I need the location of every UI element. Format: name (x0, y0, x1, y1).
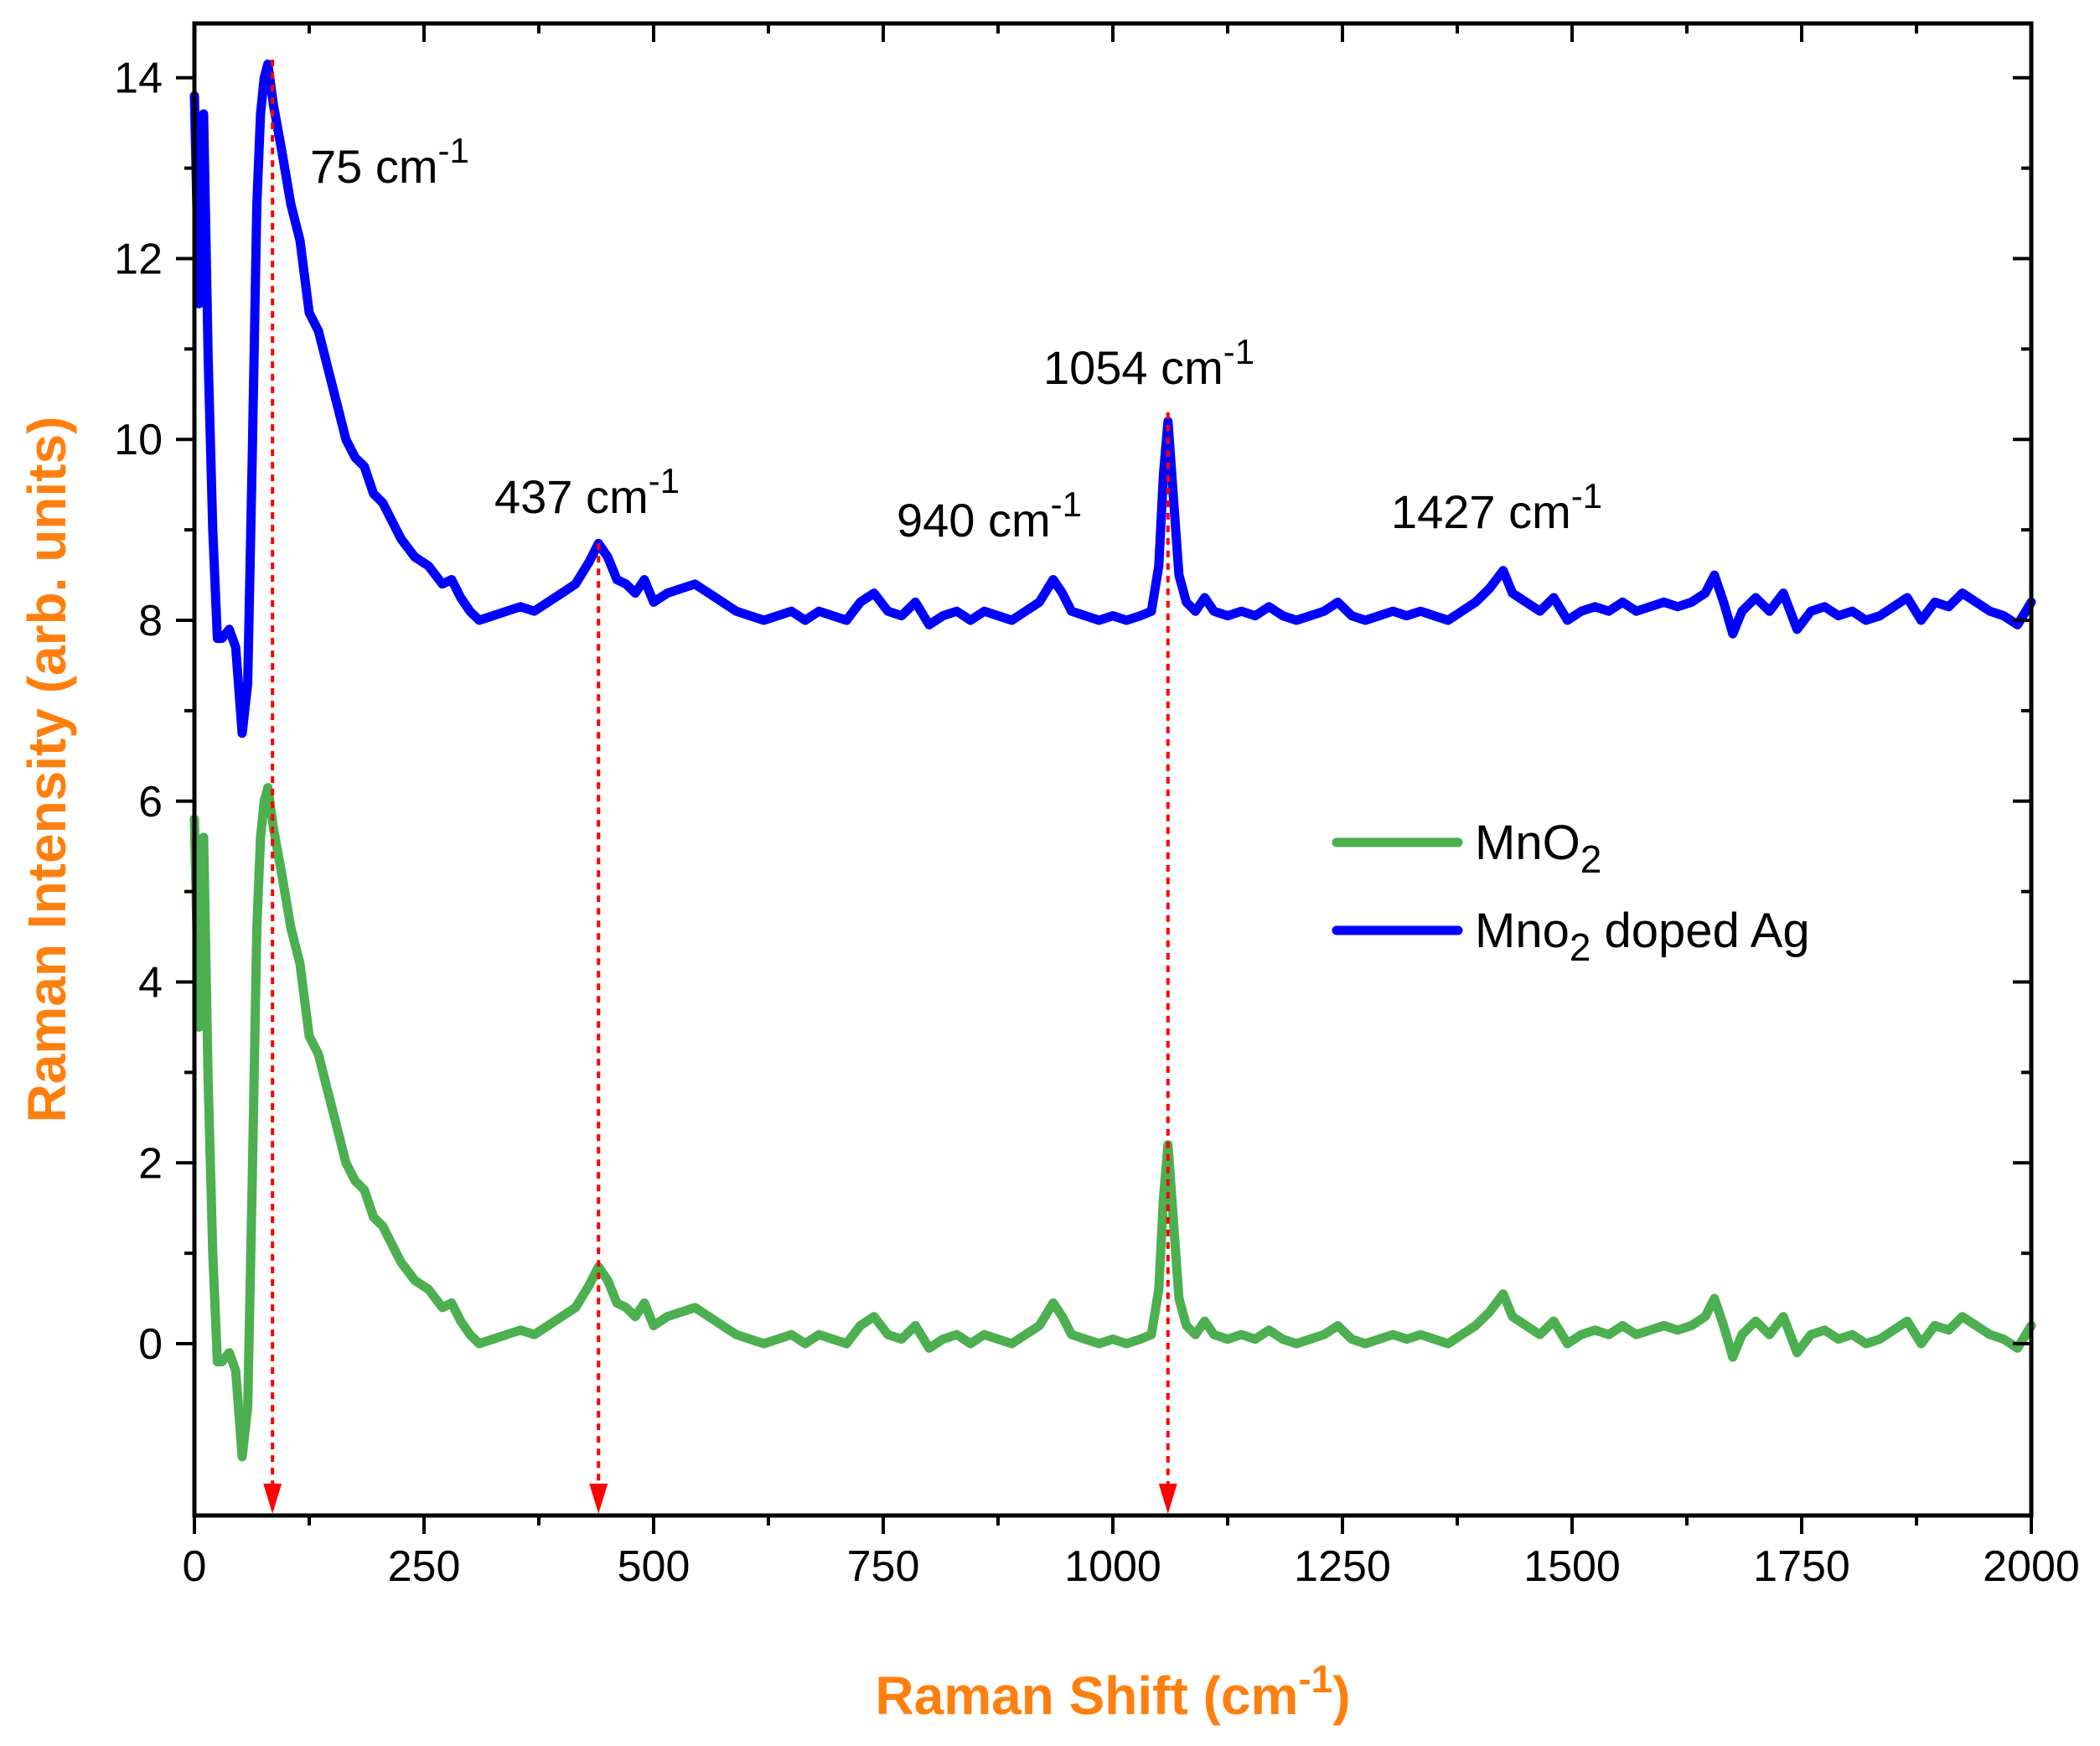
x-axis-title-close: ) (1332, 1666, 1350, 1726)
y-tick-label: 14 (114, 54, 163, 103)
peak-label: 75 cm-1 (310, 131, 469, 193)
x-axis-title-sup: -1 (1298, 1657, 1332, 1701)
legend-label-main: Mno (1475, 904, 1570, 958)
x-tick-label: 750 (847, 1542, 920, 1591)
peak-label-main: 75 cm (310, 140, 438, 193)
y-axis-ticks: 0 2 4 6 8 10 12 14 (114, 54, 2031, 1369)
x-tick-label: 1500 (1523, 1542, 1621, 1591)
legend-label: MnO2 (1475, 816, 1601, 881)
peak-label: 1054 cm-1 (1043, 332, 1254, 394)
peak-label-main: 437 cm (494, 470, 649, 523)
plot-frame (192, 21, 2034, 1518)
y-tick-label: 2 (138, 1139, 163, 1188)
y-axis-title: Raman Intensity (arb. units) (17, 417, 77, 1123)
peak-label-sup: -1 (1223, 332, 1254, 371)
peak-label-main: 1427 cm (1391, 485, 1571, 538)
legend-label-sub: 2 (1570, 925, 1591, 969)
peak-label: 1427 cm-1 (1391, 476, 1602, 538)
x-tick-label: 250 (388, 1542, 461, 1591)
series-line-mno2 (189, 783, 2036, 1462)
peak-label-main: 1054 cm (1043, 341, 1223, 394)
peak-label-main: 940 cm (897, 494, 1051, 547)
x-tick-label: 1000 (1064, 1542, 1161, 1591)
legend-label-sub: 2 (1580, 837, 1602, 881)
y-tick-label: 8 (138, 597, 163, 645)
x-tick-label: 1250 (1294, 1542, 1391, 1591)
x-tick-label: 500 (618, 1542, 691, 1591)
legend-label-main: MnO (1475, 816, 1580, 870)
peak-arrow-head (263, 1484, 282, 1514)
peak-label-sup: -1 (1051, 484, 1082, 524)
y-tick-label: 4 (138, 959, 163, 1008)
y-tick-label: 0 (138, 1320, 163, 1369)
peak-label: 940 cm-1 (897, 484, 1082, 547)
x-axis-ticks: 0 250 500 750 1000 1250 1500 1750 2000 (183, 23, 2080, 1591)
x-tick-label: 1750 (1753, 1542, 1850, 1591)
y-tick-label: 6 (138, 778, 163, 826)
x-axis-title: Raman Shift (cm-1) (875, 1657, 1350, 1726)
series-line-mno2-doped-ag (189, 60, 2036, 738)
peak-label-sup: -1 (649, 461, 680, 500)
y-tick-label: 10 (114, 416, 163, 464)
legend-label: Mno2 doped Ag (1475, 904, 1810, 969)
plot-layer (189, 60, 2036, 1462)
legend-label-rest: doped Ag (1591, 904, 1809, 958)
peak-label: 437 cm-1 (494, 461, 680, 523)
peak-label-sup: -1 (1571, 476, 1602, 516)
peak-arrow-head (589, 1484, 608, 1514)
x-tick-label: 2000 (1983, 1542, 2080, 1591)
x-tick-label: 0 (183, 1542, 207, 1591)
peak-label-sup: -1 (438, 131, 469, 170)
peak-arrow-head (1158, 1484, 1177, 1514)
x-axis-title-main: Raman Shift (cm (875, 1666, 1298, 1726)
y-tick-label: 12 (114, 235, 163, 283)
